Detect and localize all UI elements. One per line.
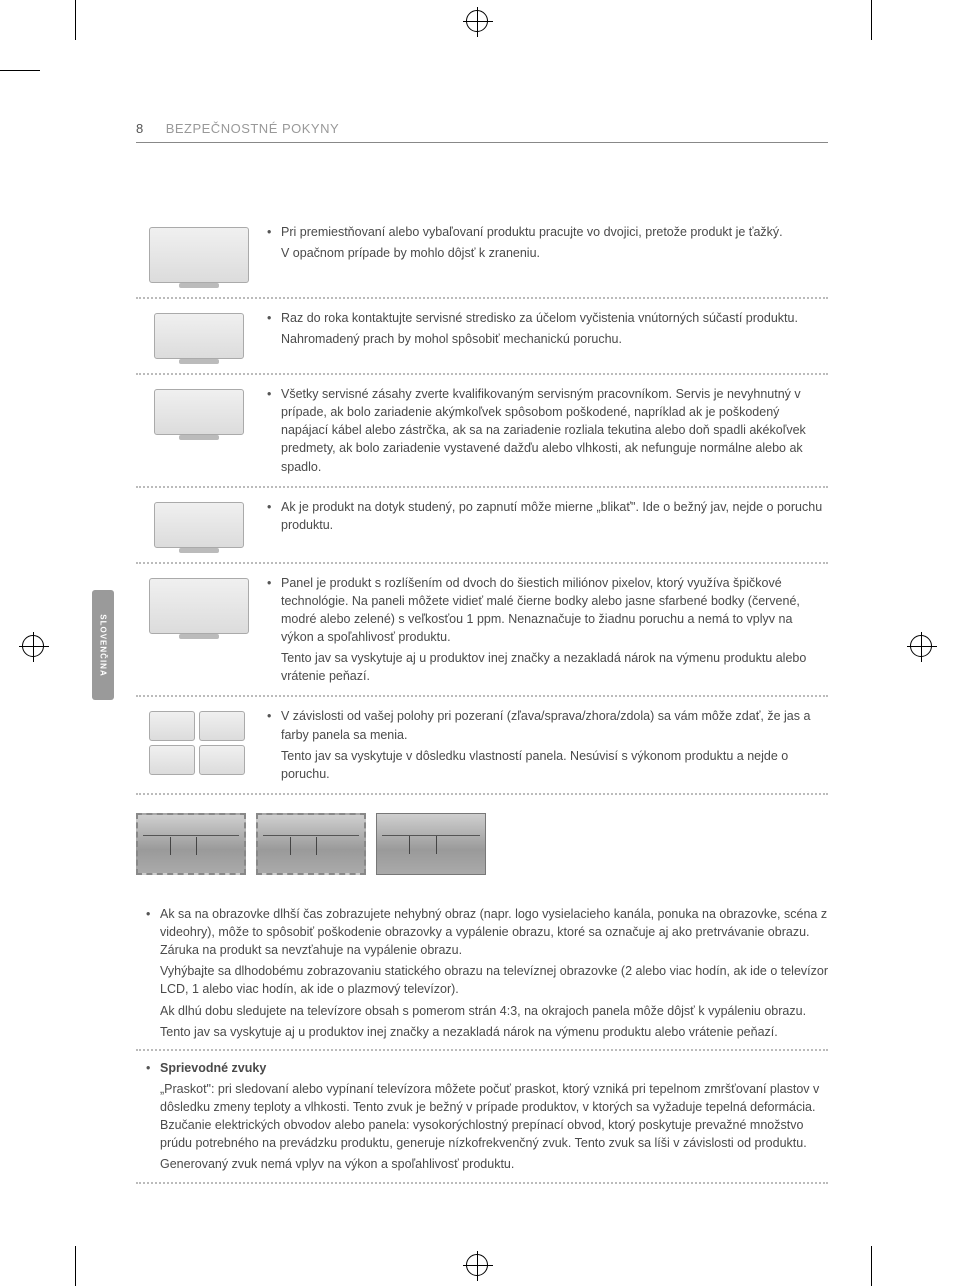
- illustration: [136, 498, 261, 552]
- thumbnail-row: [136, 795, 828, 897]
- instruction-text: Panel je produkt s rozlíšením od dvoch d…: [267, 574, 828, 686]
- illustration: [136, 707, 261, 779]
- instruction-text: Ak je produkt na dotyk studený, po zapnu…: [267, 498, 828, 534]
- language-tab-label: SLOVENČINA: [99, 614, 108, 676]
- instruction-row: Raz do roka kontaktujte servisné stredis…: [136, 299, 828, 375]
- crop-mark: [75, 0, 76, 40]
- registration-mark: [466, 1254, 488, 1276]
- illustration: [136, 309, 261, 363]
- crop-mark: [871, 1246, 872, 1286]
- page-content: 8 BEZPEČNOSTNÉ POKYNY Pri premiestňovaní…: [136, 120, 828, 1184]
- registration-mark: [22, 635, 44, 657]
- thumbnail: [256, 813, 366, 875]
- instruction-row: Pri premiestňovaní alebo vybaľovaní prod…: [136, 213, 828, 299]
- section-title: BEZPEČNOSTNÉ POKYNY: [166, 121, 339, 136]
- page-header: 8 BEZPEČNOSTNÉ POKYNY: [136, 120, 828, 143]
- crop-mark: [0, 70, 40, 71]
- illustration: [136, 385, 261, 439]
- instruction-text: Pri premiestňovaní alebo vybaľovaní prod…: [267, 223, 828, 262]
- thumbnail: [376, 813, 486, 875]
- illustration: [136, 223, 261, 287]
- thumbnail: [136, 813, 246, 875]
- text-section: Ak sa na obrazovke dlhší čas zobrazujete…: [136, 897, 828, 1051]
- registration-mark: [466, 10, 488, 32]
- page-number: 8: [136, 121, 143, 136]
- illustration: [136, 574, 261, 638]
- text-section: Sprievodné zvuky „Praskot": pri sledovan…: [136, 1051, 828, 1184]
- instruction-row: Všetky servisné zásahy zverte kvalifikov…: [136, 375, 828, 488]
- language-tab: SLOVENČINA: [92, 590, 114, 700]
- instruction-text: Všetky servisné zásahy zverte kvalifikov…: [267, 385, 828, 476]
- instruction-text: Raz do roka kontaktujte servisné stredis…: [267, 309, 828, 348]
- instruction-text: V závislosti od vašej polohy pri pozeran…: [267, 707, 828, 783]
- instruction-row: Ak je produkt na dotyk studený, po zapnu…: [136, 488, 828, 564]
- instruction-row: V závislosti od vašej polohy pri pozeran…: [136, 697, 828, 795]
- registration-mark: [910, 635, 932, 657]
- instruction-row: Panel je produkt s rozlíšením od dvoch d…: [136, 564, 828, 698]
- crop-mark: [75, 1246, 76, 1286]
- crop-mark: [871, 0, 872, 40]
- instruction-text: Sprievodné zvuky „Praskot": pri sledovan…: [136, 1059, 828, 1174]
- instruction-text: Ak sa na obrazovke dlhší čas zobrazujete…: [136, 905, 828, 1041]
